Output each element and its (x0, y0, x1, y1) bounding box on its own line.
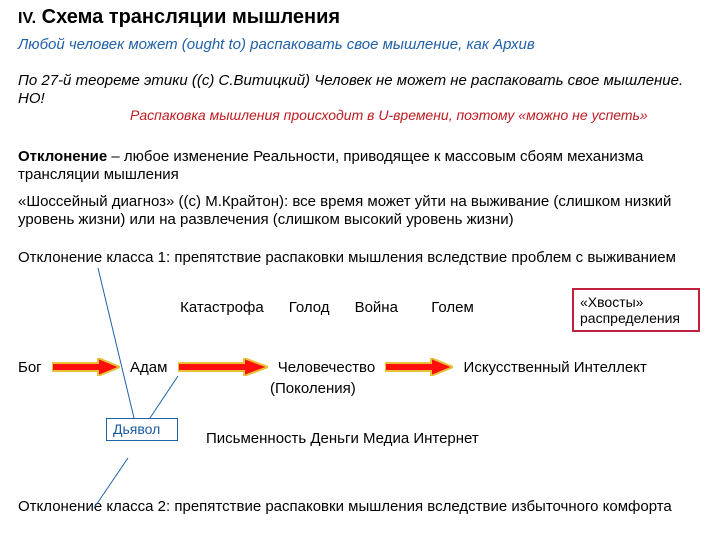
deviation-definition: Отклонение – любое изменение Реальности,… (18, 148, 698, 184)
class1-body: : препятствие распаковки мышления вследс… (166, 249, 676, 266)
deviation-body: – любое изменение Реальности, приводящее… (18, 148, 643, 183)
arrow-icon (178, 358, 268, 376)
technologies-row: Письменность Деньги Медиа Интернет (206, 430, 656, 448)
generations-label: (Поколения) (270, 380, 356, 397)
class2-body: : препятствие распаковки мышления вследс… (166, 498, 672, 515)
threat-war: Война (355, 299, 398, 316)
arrow-icon (52, 358, 120, 376)
deviation-head: Отклонение (18, 148, 107, 165)
chain-ai: Искусственный Интеллект (464, 359, 647, 376)
class-1: Отклонение класса 1: препятствие распако… (18, 249, 698, 267)
arrow-icon (385, 358, 453, 376)
class1-head: Отклонение класса 1 (18, 249, 166, 266)
tails-box: «Хвосты» распределения (572, 288, 700, 332)
title-number: IV. (18, 10, 36, 27)
warning-text: Распаковка мышления происходит в U-време… (130, 107, 700, 124)
chain-adam: Адам (130, 359, 167, 376)
class-2: Отклонение класса 2: препятствие распако… (18, 498, 698, 516)
class2-head: Отклонение класса 2 (18, 498, 166, 515)
chain-god: Бог (18, 359, 42, 376)
threat-golem: Голем (431, 299, 474, 316)
slide-title: IV. Схема трансляции мышления (18, 6, 340, 29)
highway-diagnosis: «Шоссейный диагноз» ((с) М.Крайтон): все… (18, 193, 698, 229)
threat-catastrophe: Катастрофа (180, 299, 264, 316)
title-text: Схема трансляции мышления (36, 6, 340, 28)
devil-box: Дьявол (106, 418, 178, 441)
theorem-text: По 27-й теореме этики ((с) С.Витицкий) Ч… (18, 72, 698, 108)
chain-row: Бог Адам Человечество Искусственный Инте… (18, 358, 708, 376)
chain-humanity: Человечество (278, 359, 375, 376)
threat-hunger: Голод (289, 299, 330, 316)
slide: IV. Схема трансляции мышления Любой чело… (0, 0, 720, 540)
subtitle: Любой человек может (ought to) распакова… (18, 36, 698, 53)
